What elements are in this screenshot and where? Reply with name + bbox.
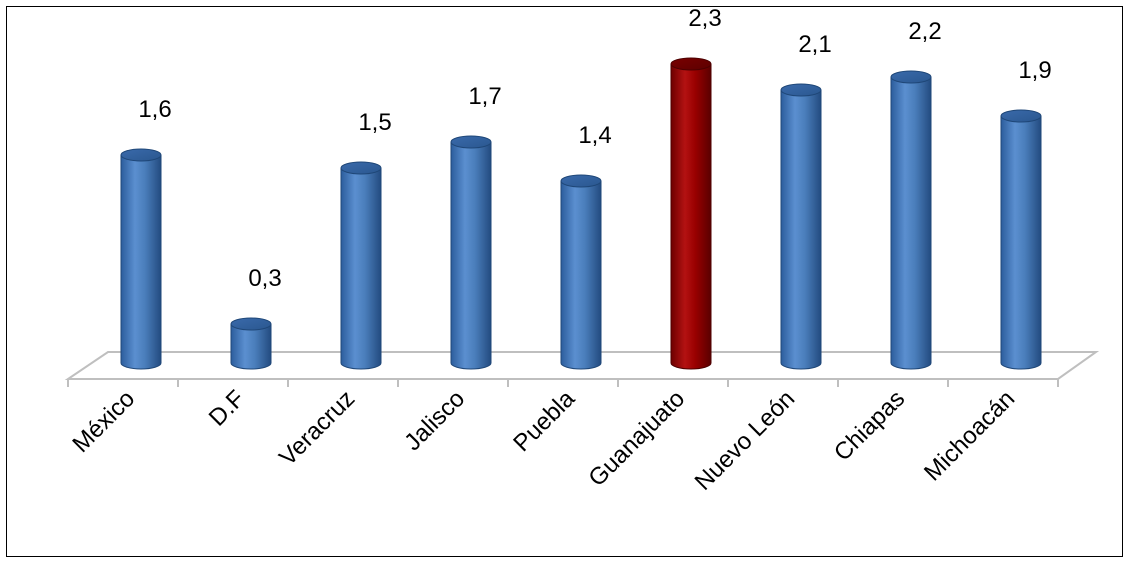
category-labels-group: México D.F Veracruz Jalisco Puebla Guanajuato… [67, 385, 1020, 496]
bar-body [120, 154, 162, 370]
bar-top [780, 83, 822, 97]
category-label: México [67, 385, 140, 458]
category-label: Puebla [508, 385, 580, 457]
bar-9 [1000, 109, 1042, 370]
value-label: 1,5 [358, 109, 391, 136]
bar-body [230, 323, 272, 370]
bar-6 [670, 57, 712, 370]
bar-top [120, 148, 162, 162]
category-label: Jalisco [399, 385, 470, 456]
bar-top [450, 135, 492, 149]
bar-4 [450, 135, 492, 370]
value-label: 0,3 [248, 265, 281, 292]
bars-group [120, 57, 1042, 370]
value-label: 1,7 [468, 83, 501, 110]
bar-7 [780, 83, 822, 370]
bar-body [450, 141, 492, 370]
bar-body [1000, 115, 1042, 370]
bar-5 [560, 174, 602, 370]
value-label: 2,1 [798, 31, 831, 58]
bar-body [890, 76, 932, 370]
value-labels-group: 1,6 0,3 1,5 1,7 1,4 2,3 2,1 2,2 1,9 [138, 5, 1051, 292]
value-label: 1,9 [1018, 57, 1051, 84]
category-label: Nuevo León [690, 385, 801, 496]
bar-top [670, 57, 712, 71]
bar-1 [120, 148, 162, 370]
bar-8 [890, 70, 932, 370]
bar-body [340, 167, 382, 370]
category-label: Chiapas [829, 385, 910, 466]
category-label: Guanajuato [583, 385, 690, 492]
value-label: 1,4 [578, 122, 611, 149]
bar-2 [230, 317, 272, 370]
bar-top [230, 317, 272, 331]
value-label: 2,2 [908, 18, 941, 45]
bar-body [780, 89, 822, 370]
bar-body [560, 180, 602, 370]
bar-top [890, 70, 932, 84]
bar-top [1000, 109, 1042, 123]
bar-body [670, 63, 712, 370]
bar-3 [340, 161, 382, 370]
bar-top [340, 161, 382, 175]
category-label: D.F [204, 385, 250, 431]
category-label: Veracruz [274, 385, 360, 471]
category-label: Michoacán [919, 385, 1020, 486]
x-axis-ticks [67, 379, 1059, 387]
bar-top [560, 174, 602, 188]
value-label: 1,6 [138, 96, 171, 123]
value-label: 2,3 [688, 5, 721, 32]
